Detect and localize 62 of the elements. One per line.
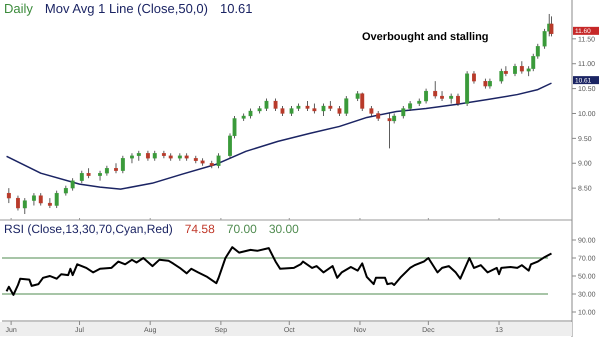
- candlestick: [520, 60, 524, 74]
- candlestick: [440, 90, 444, 102]
- candlestick: [376, 110, 380, 122]
- chart-title: RSI (Close,13,30,70,Cyan,Red): [4, 222, 173, 236]
- candlestick: [136, 150, 141, 162]
- line-series: [6, 246, 552, 296]
- candlestick: [32, 192, 36, 206]
- candlestick: [248, 108, 252, 119]
- annotation: 10.61: [220, 1, 253, 16]
- candlestick: [152, 150, 157, 162]
- candlestick: [483, 78, 488, 89]
- candlestick: [312, 103, 316, 114]
- candlestick: [433, 80, 438, 99]
- candlestick: [322, 103, 326, 116]
- candlestick: [22, 198, 27, 214]
- candlestick: [98, 170, 102, 182]
- candlestick: [80, 170, 84, 184]
- candlestick: [401, 106, 406, 119]
- ref-line-label: 70.00: [226, 222, 258, 236]
- candlestick: [16, 195, 20, 211]
- candlestick: [388, 113, 392, 149]
- candlestick: [337, 106, 342, 116]
- candlestick: [54, 190, 59, 208]
- candlestick: [449, 93, 454, 104]
- candlestick: [130, 152, 134, 164]
- candlestick: [38, 192, 43, 206]
- candlestick: [504, 66, 508, 77]
- candlestick: [104, 165, 109, 176]
- candlestick: [264, 98, 268, 112]
- candlestick: [6, 188, 11, 204]
- chart-title: Daily: [4, 1, 34, 16]
- line-series: [6, 82, 552, 190]
- candlestick: [86, 168, 91, 179]
- candlestick: [369, 106, 374, 116]
- annotation: Overbought and stalling: [362, 31, 489, 43]
- candlestick: [424, 88, 428, 104]
- candlestick: [344, 96, 348, 116]
- candlestick: [488, 78, 492, 89]
- candlestick: [48, 198, 52, 208]
- candlestick: [499, 68, 504, 84]
- candlestick: [70, 178, 75, 192]
- candlestick: [550, 16, 554, 37]
- candlestick: [513, 63, 517, 77]
- candlestick: [356, 90, 360, 102]
- annotation: 74.58: [184, 222, 216, 236]
- candlestick: [280, 106, 284, 116]
- candlestick: [290, 106, 294, 116]
- candlestick: [216, 152, 221, 169]
- ref-line-label: 30.00: [268, 222, 300, 236]
- candlestick: [146, 150, 150, 162]
- candlestick: [408, 100, 412, 112]
- candlestick: [392, 113, 396, 124]
- candlestick: [274, 98, 278, 112]
- candlestick: [120, 155, 125, 174]
- candlestick: [64, 185, 68, 196]
- candlestick: [114, 162, 118, 174]
- candlestick: [306, 100, 310, 112]
- candlestick: [360, 92, 364, 112]
- candlestick: [472, 70, 476, 84]
- text: Mov Avg 1 Line (Close,50,0): [44, 1, 208, 16]
- candlestick: [328, 100, 332, 112]
- candlestick: [456, 93, 460, 106]
